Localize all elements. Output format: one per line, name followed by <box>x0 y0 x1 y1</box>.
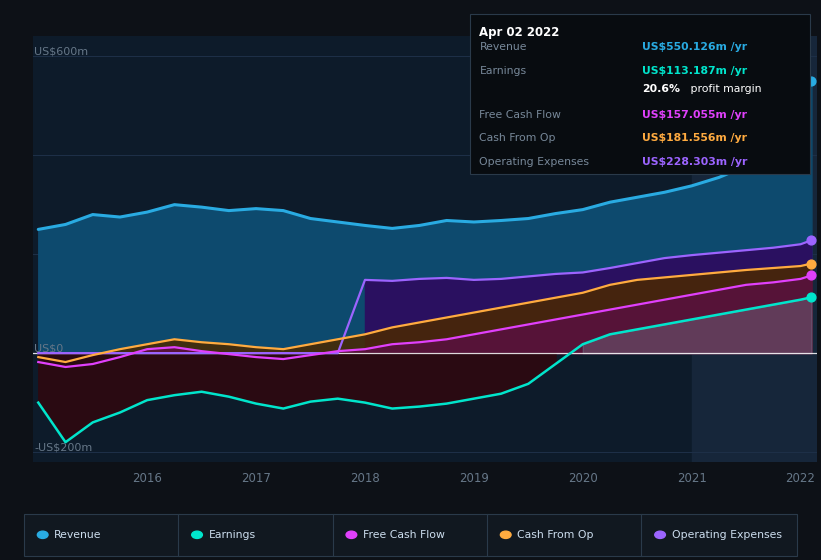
Text: US$228.303m /yr: US$228.303m /yr <box>642 157 747 167</box>
Text: US$550.126m /yr: US$550.126m /yr <box>642 42 747 52</box>
Text: US$600m: US$600m <box>34 46 89 56</box>
Text: Apr 02 2022: Apr 02 2022 <box>479 26 560 39</box>
Text: Earnings: Earnings <box>479 66 526 76</box>
Text: Revenue: Revenue <box>479 42 527 52</box>
Text: US$0: US$0 <box>34 343 64 353</box>
Text: Revenue: Revenue <box>54 530 102 540</box>
Text: 20.6%: 20.6% <box>642 84 680 94</box>
Point <box>805 259 818 268</box>
Text: -US$200m: -US$200m <box>34 442 93 452</box>
Point <box>805 236 818 245</box>
Text: Free Cash Flow: Free Cash Flow <box>363 530 445 540</box>
Text: US$113.187m /yr: US$113.187m /yr <box>642 66 747 76</box>
Bar <box>691 36 817 462</box>
Text: Cash From Op: Cash From Op <box>479 133 556 143</box>
Point <box>805 293 818 302</box>
Text: Operating Expenses: Operating Expenses <box>479 157 589 167</box>
Text: US$157.055m /yr: US$157.055m /yr <box>642 110 747 120</box>
Text: US$181.556m /yr: US$181.556m /yr <box>642 133 747 143</box>
Text: Cash From Op: Cash From Op <box>517 530 594 540</box>
Point <box>805 271 818 280</box>
Text: Earnings: Earnings <box>209 530 255 540</box>
Text: Operating Expenses: Operating Expenses <box>672 530 782 540</box>
Text: Free Cash Flow: Free Cash Flow <box>479 110 562 120</box>
Point <box>805 77 818 86</box>
Text: profit margin: profit margin <box>687 84 762 94</box>
